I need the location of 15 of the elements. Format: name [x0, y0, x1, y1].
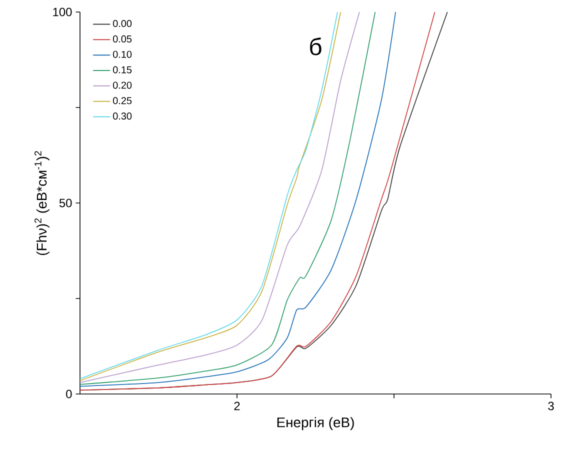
x-tick-label: 2	[234, 402, 240, 410]
legend-label: 0.15	[112, 66, 132, 74]
x-tick-label: 3	[548, 402, 554, 410]
x-axis-title: Енергія (еВ)	[277, 417, 354, 430]
annotation: б	[310, 37, 322, 56]
y-tick-label: 100	[53, 8, 72, 16]
y-tick-label: 0	[66, 390, 72, 398]
legend-label: 0.05	[112, 35, 132, 42]
y-tick-label: 50	[59, 198, 72, 208]
legend-label: 0.25	[112, 97, 132, 104]
legend-label: 0.30	[112, 112, 132, 120]
legend-label: 0.20	[112, 82, 132, 89]
y-axis-title: (Fhν)$^{2}$ (еВ*см$^{-1}$)$^{2}$	[34, 151, 50, 256]
legend-label: 0.00	[112, 20, 132, 28]
legend-label: 0.10	[112, 50, 132, 58]
